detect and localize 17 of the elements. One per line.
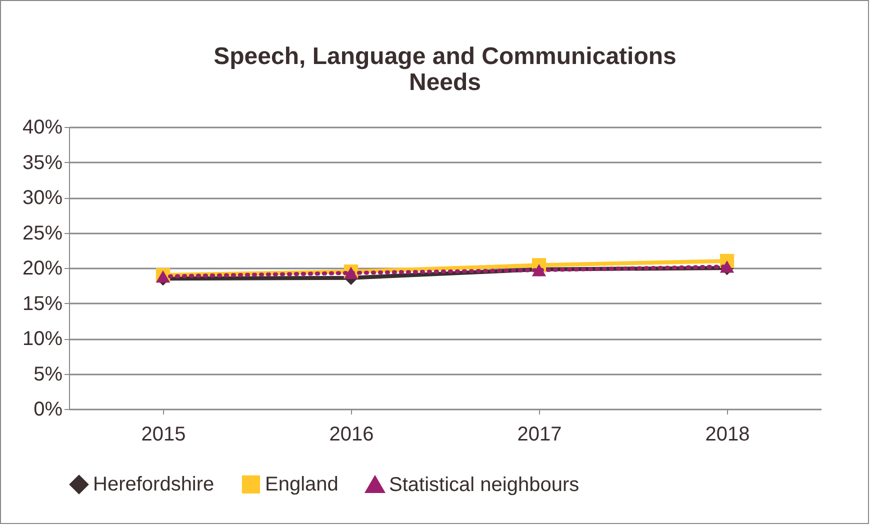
y-tick-label: 30% bbox=[22, 187, 63, 209]
x-tick-label: 2016 bbox=[329, 424, 374, 446]
y-tick-label: 0% bbox=[34, 398, 63, 420]
y-tick-label: 40% bbox=[22, 116, 63, 138]
y-tick-label: 10% bbox=[22, 328, 63, 350]
legend-label: Statistical neighbours bbox=[389, 474, 580, 496]
y-tick-label: 35% bbox=[22, 152, 63, 174]
y-tick-label: 5% bbox=[34, 363, 63, 386]
legend-label: England bbox=[265, 473, 338, 496]
x-tick-label: 2017 bbox=[517, 424, 562, 446]
legend-label: Herefordshire bbox=[93, 473, 214, 496]
y-tick-label: 25% bbox=[22, 222, 63, 244]
y-tick-label: 20% bbox=[22, 258, 63, 280]
x-tick-label: 2018 bbox=[705, 424, 750, 446]
y-tick-label: 15% bbox=[22, 292, 63, 315]
x-tick-label: 2015 bbox=[141, 424, 186, 446]
chart-title: Speech, Language and Communications Needs bbox=[214, 43, 676, 96]
